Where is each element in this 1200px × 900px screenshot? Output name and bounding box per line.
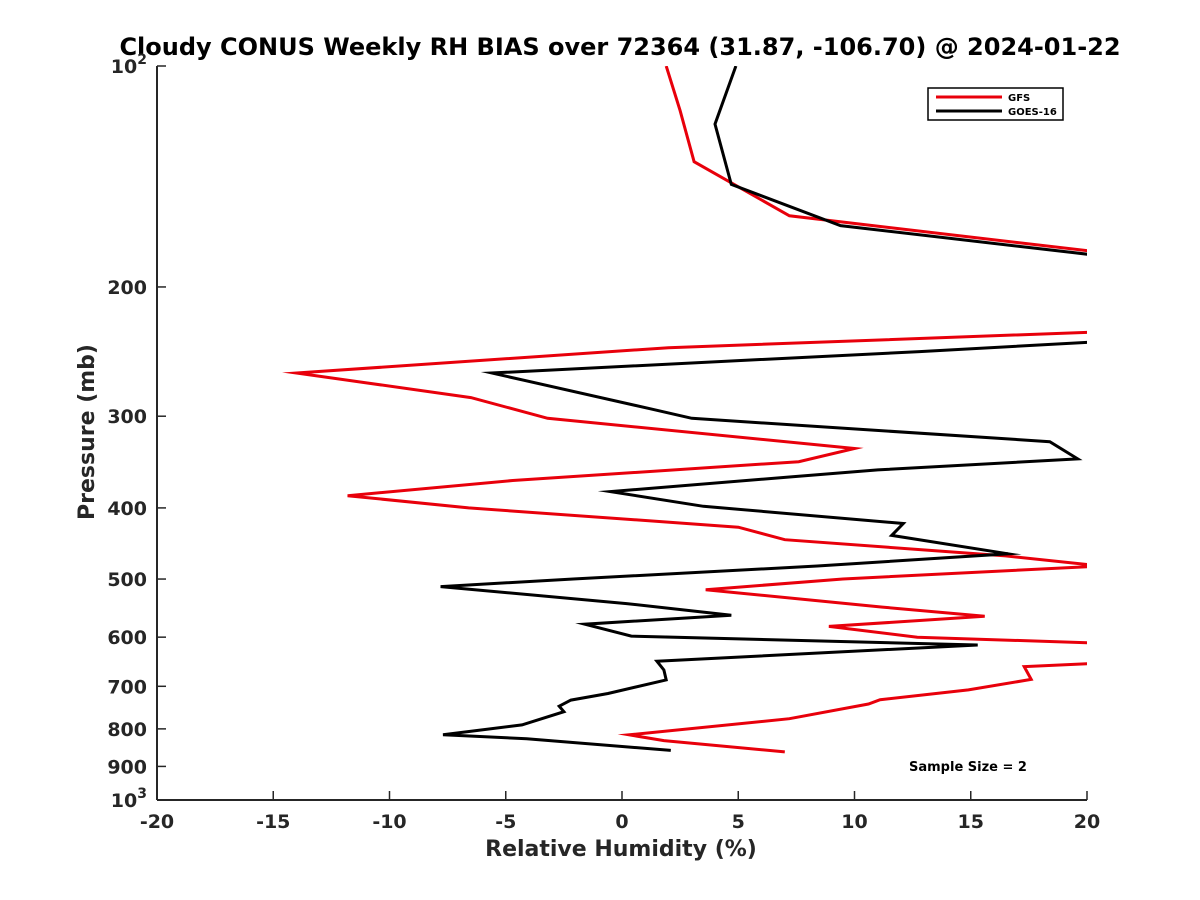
- y-tick-label: 900: [107, 756, 147, 778]
- y-tick-label: 400: [107, 498, 147, 520]
- chart-title: Cloudy CONUS Weekly RH BIAS over 72364 (…: [119, 33, 1120, 61]
- series-line-goes-16: [440, 66, 1087, 752]
- x-tick-label: 10: [841, 811, 867, 833]
- series-line-gfs: [282, 66, 1087, 754]
- x-tick-label: -15: [256, 811, 290, 833]
- x-tick-label: 15: [958, 811, 984, 833]
- x-tick-label: 0: [615, 811, 628, 833]
- x-tick-label: 20: [1074, 811, 1100, 833]
- x-tick-label: -5: [495, 811, 516, 833]
- legend-entry: GFS: [1008, 93, 1030, 104]
- x-tick-label: -10: [372, 811, 406, 833]
- legend: GFS GOES-16: [927, 87, 1064, 121]
- y-tick-label: 700: [107, 676, 147, 698]
- x-tick-label: 5: [732, 811, 745, 833]
- x-axis-label: Relative Humidity (%): [485, 837, 757, 862]
- y-tick-label: 600: [107, 627, 147, 649]
- series-layer: [282, 66, 1087, 754]
- legend-box: [927, 87, 1064, 121]
- y-tick-label: 500: [107, 569, 147, 591]
- y-tick-label: 103: [111, 786, 147, 812]
- y-tick-label: 102: [111, 52, 147, 78]
- sample-size-annotation: Sample Size = 2: [909, 760, 1027, 775]
- y-tick-label: 800: [107, 719, 147, 741]
- y-axis: 102 200 300 400 500 600 700 800 900 103: [107, 52, 166, 812]
- y-tick-label: 200: [107, 277, 147, 299]
- y-tick-label: 300: [107, 406, 147, 428]
- y-axis-label: Pressure (mb): [75, 344, 100, 520]
- legend-entry: GOES-16: [1008, 107, 1057, 118]
- x-tick-label: -20: [140, 811, 174, 833]
- x-axis: -20 -15 -10 -5 0 5 10 15 20: [140, 791, 1100, 833]
